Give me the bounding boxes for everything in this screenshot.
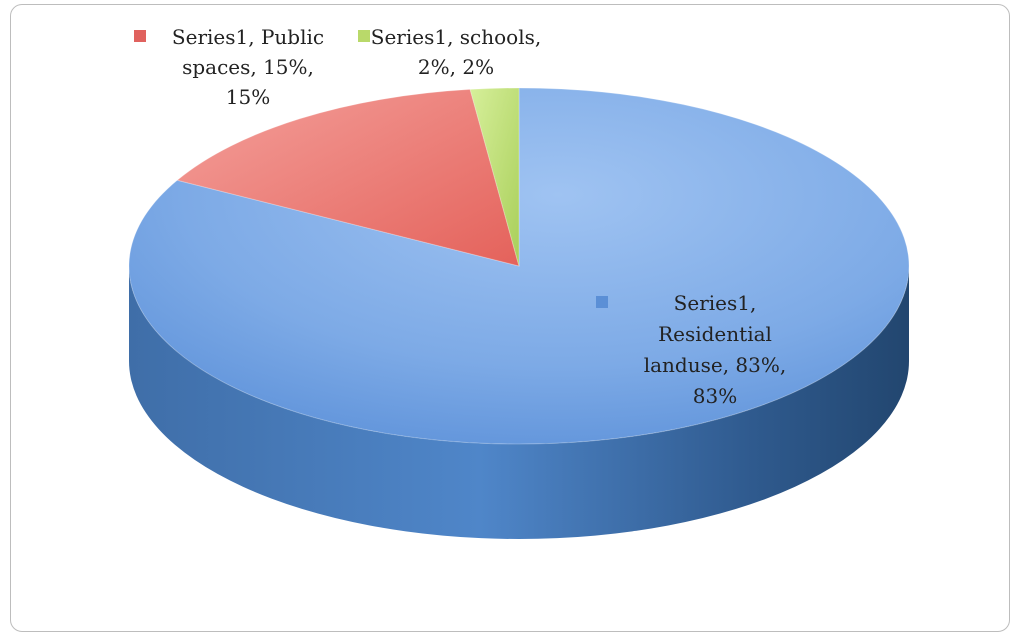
data-label-text: Series1, Residential landuse, 83%, 83% (644, 291, 787, 408)
pie-slice-residential-landuse (128, 87, 910, 445)
data-label-line: landuse, 83%, (644, 353, 787, 377)
data-label-text: Series1, schools, 2%, 2% (371, 25, 541, 79)
data-label-line: 15% (226, 85, 270, 109)
data-label-line: Series1, Public (172, 25, 324, 49)
legend-key-schools (358, 30, 370, 42)
data-label-line: spaces, 15%, (182, 55, 314, 79)
data-label-text: Series1, Public spaces, 15%, 15% (172, 25, 324, 109)
data-label-schools: Series1, schools, 2%, 2% (358, 25, 541, 79)
data-label-public-spaces: Series1, Public spaces, 15%, 15% (134, 25, 324, 109)
data-label-line: Series1, (674, 291, 757, 315)
data-label-line: 83% (693, 384, 737, 408)
data-label-line: 2%, 2% (418, 55, 494, 79)
pie-side-wall (129, 266, 909, 539)
pie-slice-public-spaces (176, 88, 520, 267)
legend-key-public-spaces (134, 30, 146, 42)
data-label-line: Residential (658, 322, 772, 346)
data-label-line: Series1, schools, (371, 25, 541, 49)
legend-key-residential-landuse (596, 296, 608, 308)
pie-slice-schools (469, 87, 520, 267)
data-label-residential-landuse: Series1, Residential landuse, 83%, 83% (596, 291, 786, 408)
